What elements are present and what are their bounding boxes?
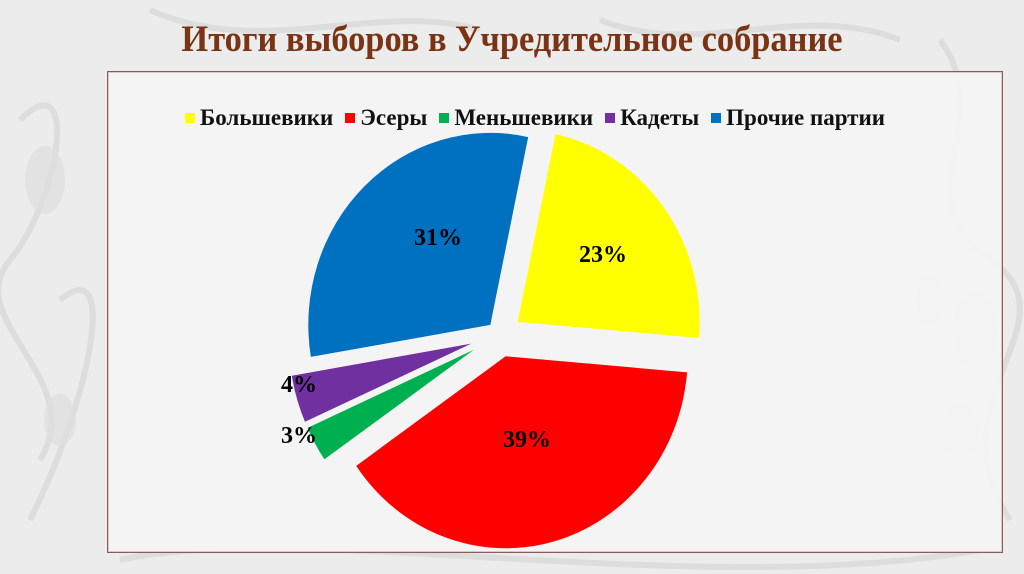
data-label-esers: 39% <box>503 427 551 453</box>
legend-label: Меньшевики <box>454 105 594 130</box>
legend-label: Большевики <box>200 105 334 130</box>
legend-swatch-icon <box>711 113 722 123</box>
legend-item-kadets: Кадеты <box>605 105 699 131</box>
data-label-other: 31% <box>414 225 462 251</box>
chart-legend: Большевики Эсеры Меньшевики Кадеты Прочи… <box>125 103 945 133</box>
legend-label: Кадеты <box>620 105 700 130</box>
legend-label: Эсеры <box>360 105 428 130</box>
pie-slice-mensheviks <box>307 349 474 460</box>
legend-item-other: Прочие партии <box>711 105 885 131</box>
legend-swatch-icon <box>185 113 196 123</box>
pie-slice-esers <box>356 356 688 549</box>
legend-item-mensheviks: Меньшевики <box>439 105 593 131</box>
legend-swatch-icon <box>345 113 356 123</box>
data-label-bolsheviks: 23% <box>579 242 627 268</box>
legend-swatch-icon <box>605 113 616 123</box>
data-label-mensheviks: 3% <box>281 423 317 449</box>
data-label-kadets: 4% <box>281 372 317 398</box>
pie-slice-bolsheviks <box>517 134 700 338</box>
legend-item-esers: Эсеры <box>345 105 427 131</box>
legend-item-bolsheviks: Большевики <box>185 105 333 131</box>
legend-swatch-icon <box>439 113 450 123</box>
pie-slice-kadets <box>291 343 472 422</box>
legend-label: Прочие партии <box>726 105 885 130</box>
pie-slice-other <box>308 132 529 357</box>
slide-title: Итоги выборов в Учредительное собрание <box>181 19 843 60</box>
